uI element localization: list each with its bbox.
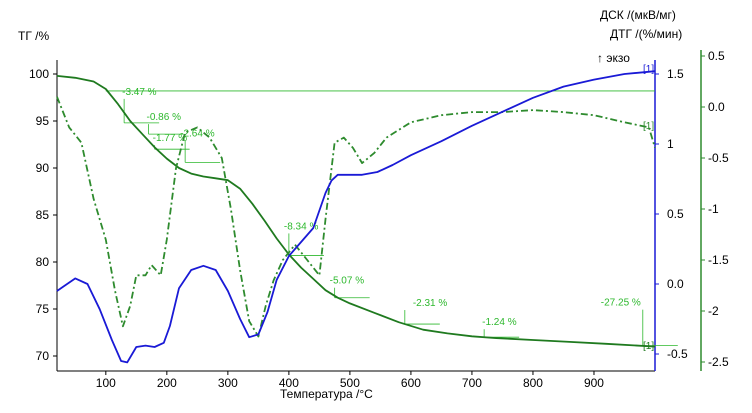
x-tick-label: 300: [218, 376, 238, 390]
series-layer: [56, 70, 656, 364]
tg-tick-label: 95: [36, 114, 50, 128]
x-tick-label: 100: [96, 376, 116, 390]
tg-series-line: [56, 75, 656, 348]
step-label: -2.64 %: [180, 128, 215, 139]
step-label: -8.34 %: [284, 221, 319, 232]
tick-layer: 100 200 300 400 500 600 700 800 900 70 75 80 85 90 95 1…: [29, 49, 729, 390]
x-tick-label: 600: [401, 376, 421, 390]
x-tick-label: 200: [157, 376, 177, 390]
dsc-tick-label: 1.5: [667, 67, 684, 81]
x-tick-label: 800: [523, 376, 543, 390]
step-label: -1.24 %: [482, 317, 517, 328]
tg-tick-label: 80: [36, 255, 50, 269]
x-axis-title: Температура /°С: [280, 387, 373, 401]
tg-tick-label: 90: [36, 161, 50, 175]
step-label: -5.07 %: [330, 276, 365, 287]
curve-marker: [1]: [643, 64, 654, 75]
dtg-tick-label: -0.5: [708, 151, 729, 165]
x-tick-label: 700: [462, 376, 482, 390]
dsc-tick-label: 0.0: [667, 277, 684, 291]
curve-marker: [1]: [643, 121, 654, 132]
dtg-tick-label: 0.5: [708, 49, 725, 63]
dsc-tick-label: -0.5: [667, 347, 688, 361]
x-tick-label: 400: [279, 376, 299, 390]
step-label: -3.47 %: [122, 87, 157, 98]
dtg-tick-label: -1: [708, 202, 719, 216]
dsc-series-line: [56, 70, 656, 364]
dtg-axis-title: ДТГ /(%/мин): [610, 27, 682, 41]
tg-tick-label: 75: [36, 302, 50, 316]
tg-axis-title: ТГ /%: [18, 29, 49, 43]
dsc-tick-label: 0.5: [667, 207, 684, 221]
step-label: -1.77 %: [153, 133, 188, 144]
exo-label: ↑ экзо: [597, 51, 630, 65]
step-label: -0.86 %: [147, 112, 182, 123]
dsc-axis-title: ДСК /(мкВ/мг): [600, 8, 676, 22]
tg-tick-label: 100: [29, 67, 49, 81]
annotation-layer: -3.47 % -0.86 % -1.77 %-2.64 % -8.34 % -5.07…: [105, 64, 678, 352]
x-tick-label: 500: [340, 376, 360, 390]
dtg-tick-label: -2.5: [708, 355, 729, 369]
step-label: -27.25 %: [601, 298, 641, 309]
dtg-series-line: [56, 96, 656, 338]
step-label: -2.31 %: [413, 298, 448, 309]
dtg-tick-label: -1.5: [708, 253, 729, 267]
tg-tick-label: 85: [36, 208, 50, 222]
x-tick-label: 900: [584, 376, 604, 390]
tg-tick-label: 70: [36, 349, 50, 363]
dtg-tick-label: -2: [708, 304, 719, 318]
dsc-tick-label: 1: [667, 137, 674, 151]
dtg-tick-label: 0.0: [708, 100, 725, 114]
